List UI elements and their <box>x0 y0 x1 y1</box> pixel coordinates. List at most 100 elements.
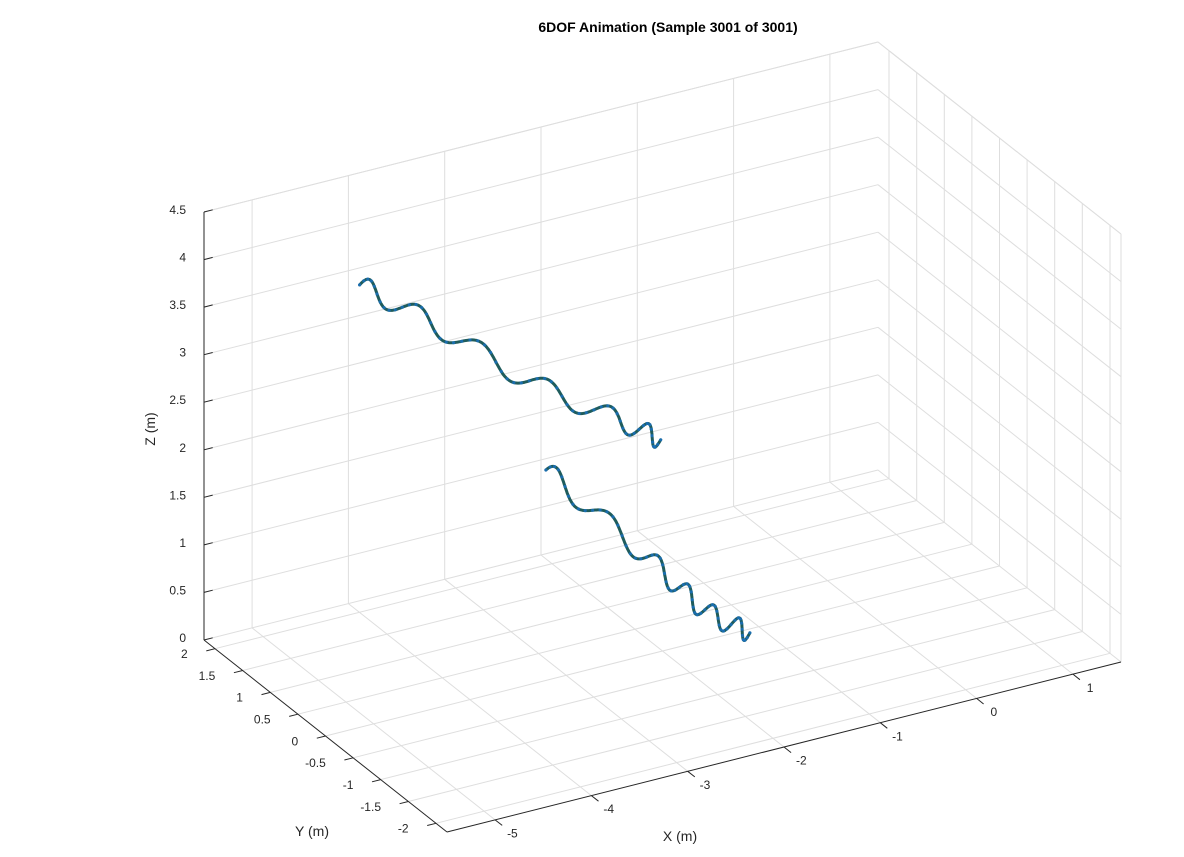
grid-line-backwall-z <box>203 184 879 356</box>
trajectory-marker <box>628 552 633 556</box>
z-tick <box>203 589 213 593</box>
trajectory-marker <box>543 376 547 381</box>
trajectory-marker <box>639 557 643 561</box>
trajectory-marker <box>666 586 670 590</box>
trajectory-marker <box>745 636 749 640</box>
trajectory-marker <box>605 510 609 514</box>
x-tick <box>1072 673 1081 681</box>
trajectory-marker <box>555 386 559 390</box>
tick-labels: -5 -4 -3 -2 -1 0 1 -2 -1.5 -1 -0.5 0 0.5 1 1.5 2 0 0.5 1 1.… <box>169 203 1093 841</box>
y-tick-label: 1 <box>236 691 243 705</box>
z-tick-label: 1.5 <box>169 488 186 502</box>
y-tick <box>206 648 216 652</box>
x-tick-label: 1 <box>1087 681 1094 695</box>
trajectory-marker <box>378 300 382 304</box>
grid-line-sidewall-z <box>877 422 1122 615</box>
trajectory-marker <box>738 617 743 621</box>
z-tick <box>203 256 213 261</box>
x-tick-label: -2 <box>796 754 807 768</box>
trajectory-marker <box>624 431 628 436</box>
trajectory-marker <box>669 589 673 593</box>
trajectory-marker <box>743 638 747 642</box>
trajectory-marker <box>748 631 752 635</box>
grid-line-floor-y <box>214 478 890 650</box>
grid-line-backwall-z <box>203 279 879 451</box>
trajectory-marker <box>576 507 581 511</box>
trajectory-marker <box>584 411 588 415</box>
grid-line-floor-y <box>380 609 1055 781</box>
trajectory-marker <box>641 423 646 428</box>
trajectory-marker <box>733 618 737 622</box>
trajectory-marker <box>717 623 721 627</box>
z-tick-label: 2.5 <box>169 393 186 407</box>
x-tick <box>687 770 696 778</box>
grid-line-floor-y <box>408 631 1083 802</box>
trajectory-marker <box>444 340 448 344</box>
z-tick <box>203 447 213 451</box>
z-tick <box>203 304 213 308</box>
grid-line-sidewall-z <box>877 469 1122 663</box>
trajectory-marker <box>611 406 615 410</box>
y-tick-label: -1 <box>343 778 354 792</box>
z-tick-label: 4 <box>179 251 186 265</box>
trajectory-marker <box>661 563 665 567</box>
trajectory-marker <box>512 381 516 385</box>
trajectory-marker <box>483 343 487 347</box>
grid-line-sidewall-z <box>877 231 1122 425</box>
z-tick-label: 3 <box>179 346 186 360</box>
trajectory-marker <box>424 312 429 316</box>
trajectory-marker <box>628 433 632 437</box>
y-tick-label: 2 <box>181 647 188 661</box>
trajectory-marker <box>691 605 695 609</box>
trajectory-marker <box>656 442 660 447</box>
trajectory-marker <box>382 306 386 310</box>
trajectory-marker <box>693 611 697 615</box>
trajectory-marker <box>688 584 692 588</box>
grid-line-sidewall-z <box>877 184 1122 378</box>
y-tick-label: 0.5 <box>254 713 271 727</box>
y-tick <box>289 713 299 717</box>
trajectory-marker <box>583 509 587 513</box>
trajectory-marker <box>433 329 437 334</box>
trajectory-marker <box>729 623 733 627</box>
trajectory-marker <box>598 508 602 512</box>
trajectory-marker <box>400 305 404 309</box>
trajectory-marker <box>599 405 603 409</box>
trajectory-marker <box>420 306 424 310</box>
trajectory-marker <box>695 613 699 617</box>
trajectory-marker <box>563 484 567 489</box>
z-tick <box>203 494 213 498</box>
trajectory-marker <box>648 423 652 427</box>
x-tick <box>783 746 792 753</box>
trajectory-marker <box>659 438 663 442</box>
z-tick-label: 3.5 <box>169 298 186 312</box>
z-tick <box>203 352 213 356</box>
z-tick-label: 0 <box>179 631 186 645</box>
z-axis-label: Z (m) <box>142 412 158 445</box>
trajectory-marker <box>699 611 703 616</box>
trajectory-marker <box>721 629 726 633</box>
trajectory-marker <box>468 338 472 342</box>
trajectory-marker <box>650 434 654 438</box>
trajectory-marker <box>375 292 379 296</box>
grid-line-sidewall-z <box>877 374 1122 568</box>
trajectory-marker <box>681 583 686 587</box>
grid-line-sidewall-z <box>877 89 1122 282</box>
x-tick <box>591 795 599 802</box>
trajectory-marker <box>632 431 636 435</box>
trajectory-marker <box>618 419 622 423</box>
trajectory-marker <box>499 369 503 374</box>
grid-line-floor-y <box>270 521 945 693</box>
x-tick-label: -3 <box>700 778 711 792</box>
trajectory-marker <box>633 556 638 560</box>
trajectory-marker <box>715 609 719 613</box>
trajectory-marker <box>549 380 553 384</box>
trajectory-marker <box>438 336 442 340</box>
trajectory-marker <box>362 279 366 283</box>
y-tick <box>371 779 381 783</box>
axes <box>203 209 1122 833</box>
grid-line-backwall-z <box>203 421 879 593</box>
z-tick-label: 4.5 <box>169 203 186 217</box>
trajectory-marker <box>719 628 723 632</box>
